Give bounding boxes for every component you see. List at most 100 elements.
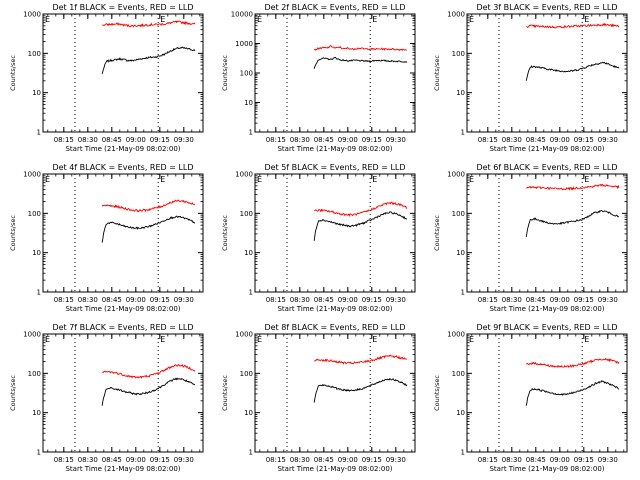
- y-tick-label: 1: [37, 449, 41, 457]
- x-tick-label: 08:15: [54, 136, 74, 144]
- y-tick-label: 1: [461, 449, 465, 457]
- event-flag-label: E: [45, 175, 50, 184]
- chart-title: Det 6f BLACK = Events, RED = LLD: [476, 163, 617, 172]
- x-tick-label: 09:15: [150, 296, 170, 304]
- lld-series-line: [525, 357, 620, 368]
- event-flag-label: E: [469, 335, 474, 344]
- event-flag-label: E: [160, 175, 165, 184]
- x-tick-label: 08:30: [502, 456, 522, 464]
- plot-frame: [466, 173, 628, 293]
- y-tick-label: 1000: [23, 11, 41, 19]
- y-axis-label: Counts/sec: [433, 55, 441, 91]
- event-flag-label: E: [257, 335, 262, 344]
- lld-series-line: [102, 20, 196, 28]
- event-flag-label: E: [372, 15, 377, 24]
- x-tick-label: 09:15: [574, 456, 594, 464]
- x-tick-label: 08:15: [54, 456, 74, 464]
- event-flag-label: E: [584, 175, 589, 184]
- y-tick-label: 10: [244, 409, 253, 417]
- x-tick-label: 09:30: [174, 456, 194, 464]
- y-tick-label: 1: [37, 289, 41, 297]
- x-axis-label: Start Time (21-May-09 08:02:00): [277, 305, 392, 313]
- y-axis-label: Counts/sec: [9, 375, 17, 411]
- plot-frame: [254, 333, 416, 453]
- chart-panel-5: Det 5f BLACK = Events, RED = LLD 1 10 100 10…: [221, 163, 416, 313]
- events-series-line: [313, 211, 408, 241]
- y-tick-label: 100: [240, 70, 253, 78]
- x-tick-label: 09:30: [386, 456, 406, 464]
- events-series-line: [525, 380, 620, 406]
- x-axis-label: Start Time (21-May-09 08:02:00): [65, 305, 180, 313]
- event-flag-label: E: [372, 175, 377, 184]
- x-tick-label: 08:30: [502, 136, 522, 144]
- plot-frame: [466, 333, 628, 453]
- x-tick-label: 08:45: [314, 296, 334, 304]
- lld-series-line: [526, 22, 620, 29]
- chart-panel-1: Det 1f BLACK = Events, RED = LLD 1 10 100 10…: [9, 3, 204, 153]
- chart-panel-7: Det 7f BLACK = Events, RED = LLD 1 10 100 10…: [9, 323, 204, 473]
- y-axis-label: Counts/sec: [9, 55, 17, 91]
- x-axis-label: Start Time (21-May-09 08:02:00): [489, 145, 604, 153]
- x-tick-label: 09:30: [598, 296, 618, 304]
- chart-title: Det 3f BLACK = Events, RED = LLD: [476, 3, 617, 12]
- x-tick-label: 08:15: [478, 136, 498, 144]
- events-series-line: [525, 61, 620, 81]
- y-tick-label: 100: [240, 210, 253, 218]
- plot-frame: [42, 173, 204, 293]
- x-tick-label: 08:45: [314, 136, 334, 144]
- lld-series-line: [526, 184, 620, 191]
- x-tick-label: 09:15: [362, 136, 382, 144]
- x-tick-label: 09:00: [550, 296, 570, 304]
- x-tick-label: 09:00: [550, 456, 570, 464]
- x-tick-label: 08:30: [78, 456, 98, 464]
- y-tick-label: 1000: [235, 171, 253, 179]
- y-tick-label: 100: [452, 370, 465, 378]
- x-tick-label: 09:30: [174, 136, 194, 144]
- events-series-line: [101, 377, 196, 406]
- chart-panel-6: Det 6f BLACK = Events, RED = LLD 1 10 100 10…: [433, 163, 628, 313]
- event-flag-label: E: [45, 15, 50, 24]
- chart-panel-4: Det 4f BLACK = Events, RED = LLD 1 10 100 10…: [9, 163, 204, 313]
- plot-frame: [254, 173, 416, 293]
- chart-panel-2: Det 2f BLACK = Events, RED = LLD 1 10 100 10…: [221, 3, 416, 153]
- x-tick-label: 09:00: [338, 136, 358, 144]
- y-tick-label: 10: [456, 249, 465, 257]
- x-tick-label: 08:30: [290, 456, 310, 464]
- lld-series-line: [101, 199, 196, 213]
- y-tick-label: 1: [37, 129, 41, 137]
- x-tick-label: 09:30: [174, 296, 194, 304]
- y-tick-label: 10: [456, 89, 465, 97]
- x-tick-label: 08:45: [102, 456, 122, 464]
- y-tick-label: 100: [28, 210, 41, 218]
- x-tick-label: 09:30: [598, 456, 618, 464]
- x-axis-label: Start Time (21-May-09 08:02:00): [277, 145, 392, 153]
- x-tick-label: 09:15: [574, 296, 594, 304]
- x-tick-label: 09:00: [338, 456, 358, 464]
- y-tick-label: 1: [249, 289, 253, 297]
- x-tick-label: 08:45: [314, 456, 334, 464]
- y-tick-label: 1: [249, 129, 253, 137]
- x-tick-label: 09:00: [126, 296, 146, 304]
- y-axis-label: Counts/sec: [221, 55, 229, 91]
- chart-title: Det 8f BLACK = Events, RED = LLD: [264, 323, 405, 332]
- y-tick-label: 1000: [447, 331, 465, 339]
- y-axis-label: Counts/sec: [433, 215, 441, 251]
- y-tick-label: 1000: [235, 331, 253, 339]
- y-tick-label: 100: [452, 210, 465, 218]
- x-tick-label: 09:15: [362, 456, 382, 464]
- x-tick-label: 08:30: [78, 136, 98, 144]
- x-tick-label: 09:30: [598, 136, 618, 144]
- events-series-line: [313, 56, 408, 69]
- x-tick-label: 09:15: [150, 136, 170, 144]
- event-flag-label: E: [584, 15, 589, 24]
- x-tick-label: 08:15: [266, 136, 286, 144]
- chart-title: Det 1f BLACK = Events, RED = LLD: [52, 3, 193, 12]
- y-tick-label: 100: [452, 50, 465, 58]
- x-tick-label: 08:30: [502, 296, 522, 304]
- event-flag-label: E: [160, 15, 165, 24]
- plot-frame: [466, 13, 628, 133]
- x-tick-label: 08:15: [478, 456, 498, 464]
- events-series-line: [313, 378, 408, 403]
- x-tick-label: 09:00: [338, 296, 358, 304]
- x-tick-label: 08:15: [266, 296, 286, 304]
